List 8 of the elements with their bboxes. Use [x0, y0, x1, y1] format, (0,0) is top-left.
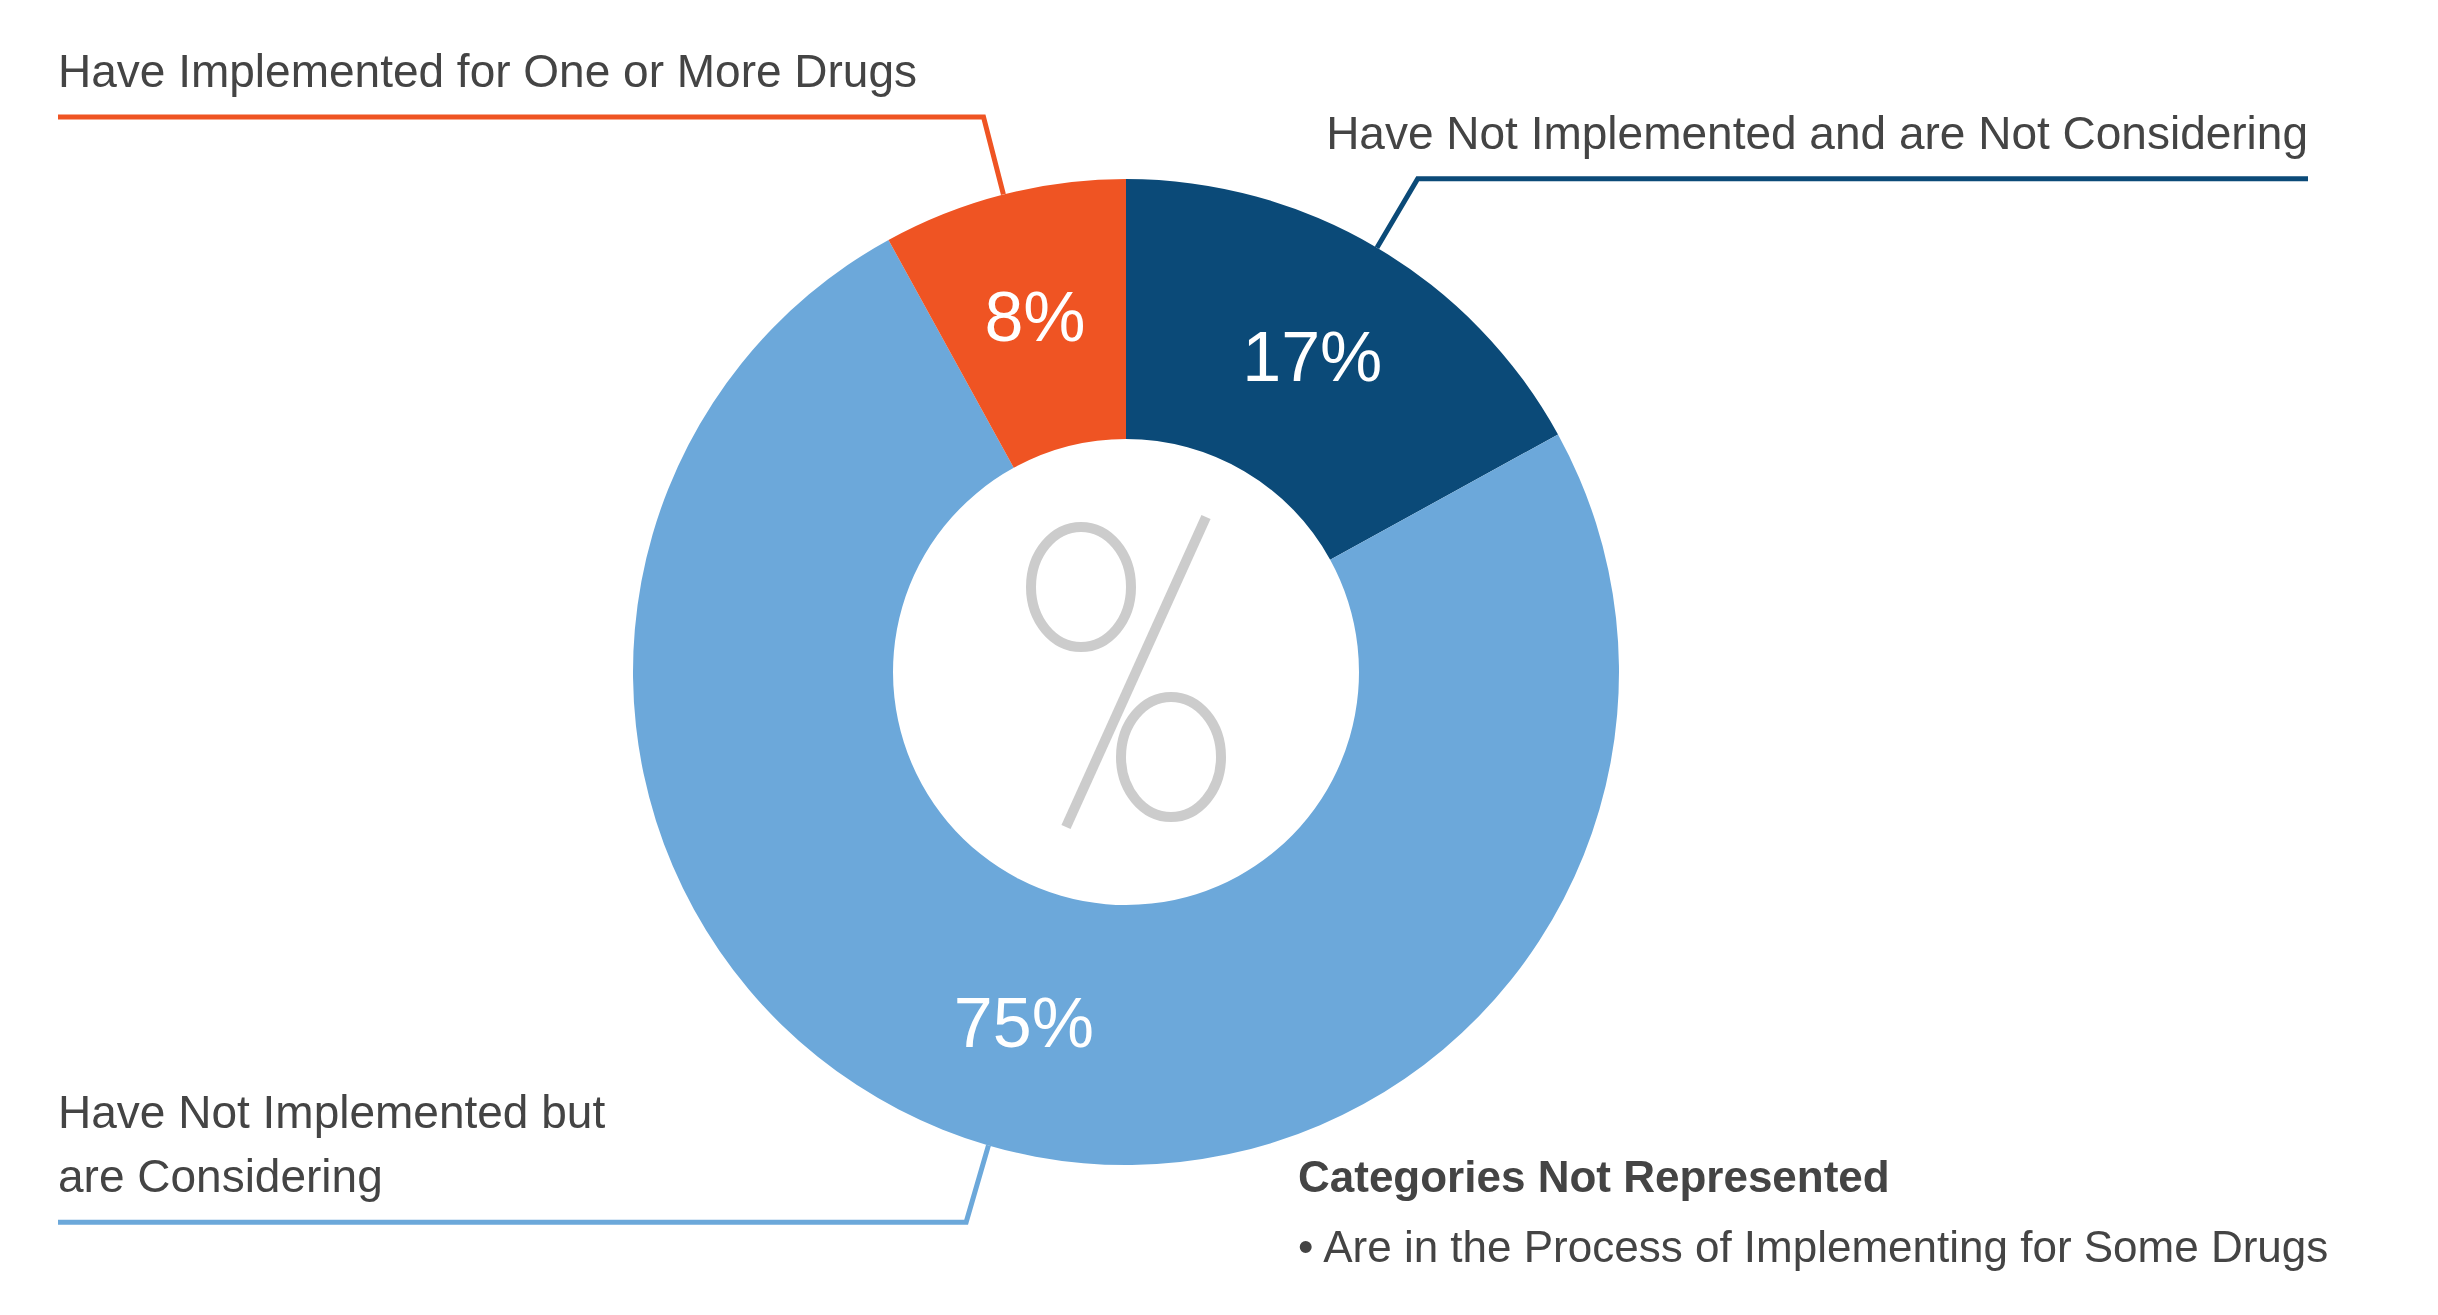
data-label: 17%: [1242, 317, 1383, 396]
slice-label: Have Implemented for One or More Drugs: [58, 45, 918, 97]
slice-label: Have Not Implemented and are Not Considering: [1326, 106, 2308, 159]
text: • Are in the Process of Implementing for Some Drugs: [1298, 1221, 2329, 1271]
data-label: 75%: [953, 984, 1094, 1063]
text: Categories Not Represented: [1298, 1151, 1890, 1201]
data-label: 8%: [984, 278, 1086, 357]
slice-label: Have Not Implemented but are Considering: [58, 1086, 618, 1203]
